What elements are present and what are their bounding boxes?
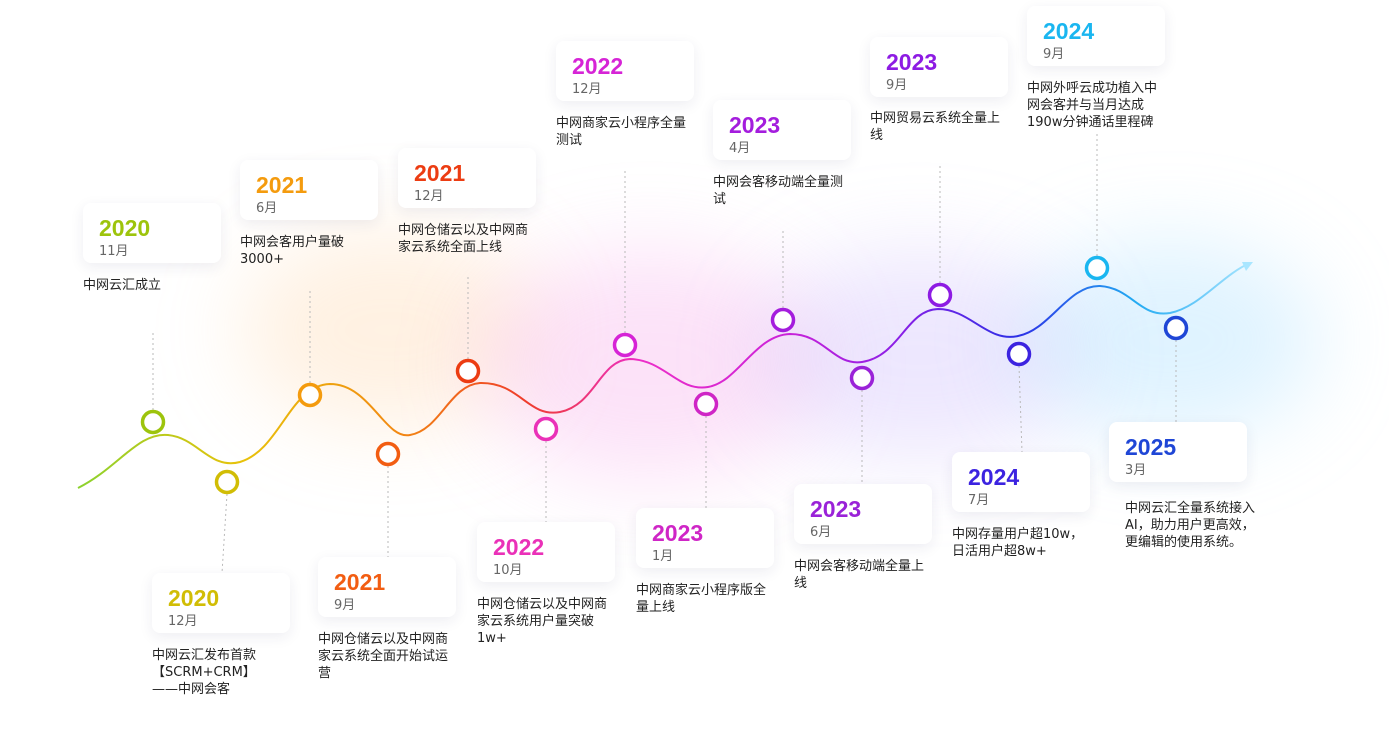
timeline-node: [1084, 255, 1110, 281]
milestone-card: 2022 12月: [556, 41, 694, 101]
milestone-description: 中网商家云小程序版全 量上线: [636, 583, 767, 615]
connector-line: [1018, 365, 1023, 453]
milestone-year: 2022: [572, 53, 624, 79]
milestone-card: 2024 7月: [952, 452, 1090, 512]
milestone-card: 2023 6月: [794, 484, 932, 544]
milestone-month: 12月: [168, 614, 198, 629]
milestone-month: 4月: [729, 141, 751, 156]
timeline-node: [770, 307, 796, 333]
milestone-description: 中网云汇发布首款 【SCRM+CRM】 ——中网会客: [152, 648, 257, 697]
milestone-month: 6月: [256, 201, 278, 216]
milestone-description: 中网云汇成立: [83, 278, 162, 293]
timeline-node: [1163, 315, 1189, 341]
timeline-wave: [77, 262, 1251, 489]
timeline-node: [927, 282, 953, 308]
milestone-month: 3月: [1125, 463, 1147, 478]
timeline-node: [612, 332, 638, 358]
milestone-month: 12月: [414, 189, 444, 204]
milestone-year: 2021: [256, 172, 308, 198]
milestone-card: 2021 9月: [318, 557, 456, 617]
milestone-month: 11月: [99, 244, 129, 259]
milestone-year: 2022: [493, 534, 545, 560]
milestone-year: 2023: [652, 520, 704, 546]
milestone-card: 2021 6月: [240, 160, 378, 220]
milestone-description: 中网外呼云成功植入中 网会客并与当月达成 190w分钟通话里程碑: [1027, 81, 1158, 130]
milestone-description: 中网会客移动端全量测 试: [713, 175, 844, 207]
milestone-year: 2020: [99, 215, 151, 241]
milestone-description: 中网存量用户超10w， 日活用户超8w+: [952, 527, 1084, 559]
milestone-card: 2020 11月: [83, 203, 221, 263]
milestone-card: 2023 4月: [713, 100, 851, 160]
timeline-node: [375, 441, 401, 467]
milestone-month: 6月: [810, 525, 832, 540]
milestone-year: 2020: [168, 585, 220, 611]
milestone-year: 2024: [968, 464, 1020, 490]
milestone-year: 2021: [414, 160, 466, 186]
timeline-node: [297, 382, 323, 408]
milestone-card: 2023 9月: [870, 37, 1008, 97]
milestone-description: 中网商家云小程序全量 测试: [556, 116, 687, 148]
milestone-description: 中网会客用户量破 3000+: [240, 235, 345, 267]
timeline-node: [1006, 341, 1032, 367]
milestone-year: 2023: [810, 496, 862, 522]
milestone-month: 9月: [886, 78, 908, 93]
milestone-description: 中网贸易云系统全量上 线: [870, 111, 1001, 143]
milestone-year: 2023: [729, 112, 781, 138]
connector-line: [221, 493, 228, 574]
milestone-card: 2024 9月: [1027, 6, 1165, 66]
timeline-node: [533, 416, 559, 442]
milestone-year: 2024: [1043, 18, 1095, 44]
milestone-month: 9月: [334, 598, 356, 613]
milestone-card: 2021 12月: [398, 148, 536, 208]
timeline-node: [140, 409, 166, 435]
milestone-month: 12月: [572, 82, 602, 97]
milestone-year: 2023: [886, 49, 938, 75]
timeline-node: [455, 358, 481, 384]
milestone-description: 中网仓储云以及中网商 家云系统全面开始试运 营: [318, 632, 449, 681]
timeline-node: [693, 391, 719, 417]
milestone-card: 2025 3月: [1109, 422, 1247, 482]
milestone-description: 中网云汇全量系统接入 AI，助力用户更高效， 更编辑的使用系统。: [1125, 501, 1256, 550]
milestone-month: 9月: [1043, 47, 1065, 62]
milestone-description: 中网会客移动端全量上 线: [794, 559, 925, 591]
timeline-node: [849, 365, 875, 391]
milestone-card: 2022 10月: [477, 522, 615, 582]
milestone-description: 中网仓储云以及中网商 家云系统用户量突破 1w+: [477, 597, 608, 646]
milestone-month: 7月: [968, 493, 990, 508]
milestone-month: 1月: [652, 549, 674, 564]
milestone-description: 中网仓储云以及中网商 家云系统全面上线: [398, 223, 529, 255]
milestone-month: 10月: [493, 563, 523, 578]
timeline-node: [214, 469, 240, 495]
milestone-card: 2023 1月: [636, 508, 774, 568]
milestone-card: 2020 12月: [152, 573, 290, 633]
milestone-year: 2025: [1125, 434, 1177, 460]
milestone-year: 2021: [334, 569, 386, 595]
timeline-arrow: [1242, 262, 1253, 271]
